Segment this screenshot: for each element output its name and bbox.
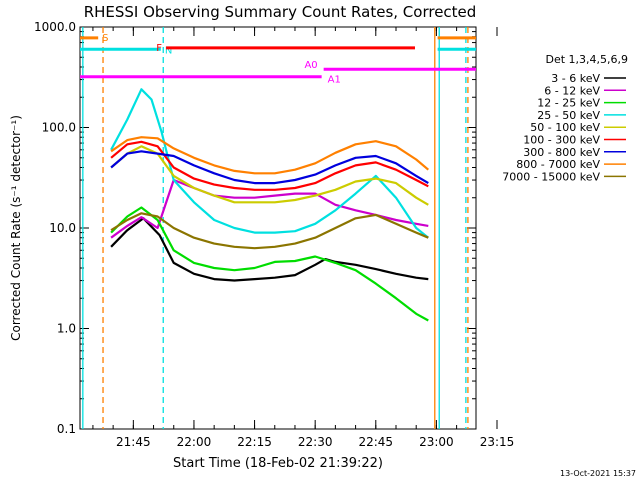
legend-label: 3 - 6 keV (551, 72, 600, 85)
legend-label: 300 - 800 keV (523, 146, 600, 159)
series-line (110, 88, 429, 239)
time-markers (82, 27, 469, 429)
y-axis: 0.1 1.0 10.0 100.0 1000.0 (34, 20, 476, 436)
legend-label: 800 - 7000 keV (516, 158, 600, 171)
legend-label: 100 - 300 keV (523, 134, 600, 147)
x-tick-label: 23:15 (480, 435, 515, 449)
state-bar-label: N (165, 45, 172, 56)
legend-label: 50 - 100 keV (530, 121, 600, 134)
y-tick-label: 0.1 (57, 422, 76, 436)
state-bar-label: A0 (304, 60, 317, 71)
series-line (110, 178, 429, 239)
y-axis-label: Corrected Count Rate (s⁻¹ detector⁻¹) (9, 115, 23, 341)
series-line (110, 150, 429, 185)
x-tick-label: 22:00 (177, 435, 212, 449)
state-bar-label: F (156, 43, 162, 54)
x-axis-label: Start Time (18-Feb-02 21:39:22) (173, 456, 383, 471)
x-tick-label: 22:30 (298, 435, 333, 449)
state-bars: S NF A0 A1 (80, 33, 476, 86)
x-tick-label: 21:45 (116, 435, 151, 449)
legend-title: Det 1,3,4,5,6,9 (545, 53, 628, 66)
x-tick-label: 22:45 (358, 435, 393, 449)
series-line (110, 212, 429, 250)
chart-title: RHESSI Observing Summary Count Rates, Co… (84, 3, 477, 21)
state-bar-label: A1 (328, 75, 341, 86)
x-tick-label: 23:00 (419, 435, 454, 449)
series-line (110, 217, 429, 282)
legend-label: 6 - 12 keV (544, 84, 600, 97)
x-axis: 21:45 22:00 22:15 22:30 22:45 23:00 23:15 (92, 27, 515, 449)
date-stamp: 13-Oct-2021 15:37 (560, 469, 636, 478)
y-tick-label: 1000.0 (34, 20, 76, 34)
series-line (110, 136, 430, 175)
x-tick-label: 22:15 (237, 435, 272, 449)
series-line (110, 206, 429, 322)
legend-label: 25 - 50 keV (537, 109, 600, 122)
y-tick-label: 1.0 (57, 322, 76, 336)
series-group (110, 88, 430, 322)
y-tick-label: 100.0 (42, 121, 76, 135)
legend-label: 7000 - 15000 keV (502, 170, 600, 183)
legend-label: 12 - 25 keV (537, 97, 600, 110)
series-line (110, 140, 429, 191)
y-tick-label: 10.0 (49, 221, 76, 235)
state-bar-label: S (102, 33, 108, 44)
